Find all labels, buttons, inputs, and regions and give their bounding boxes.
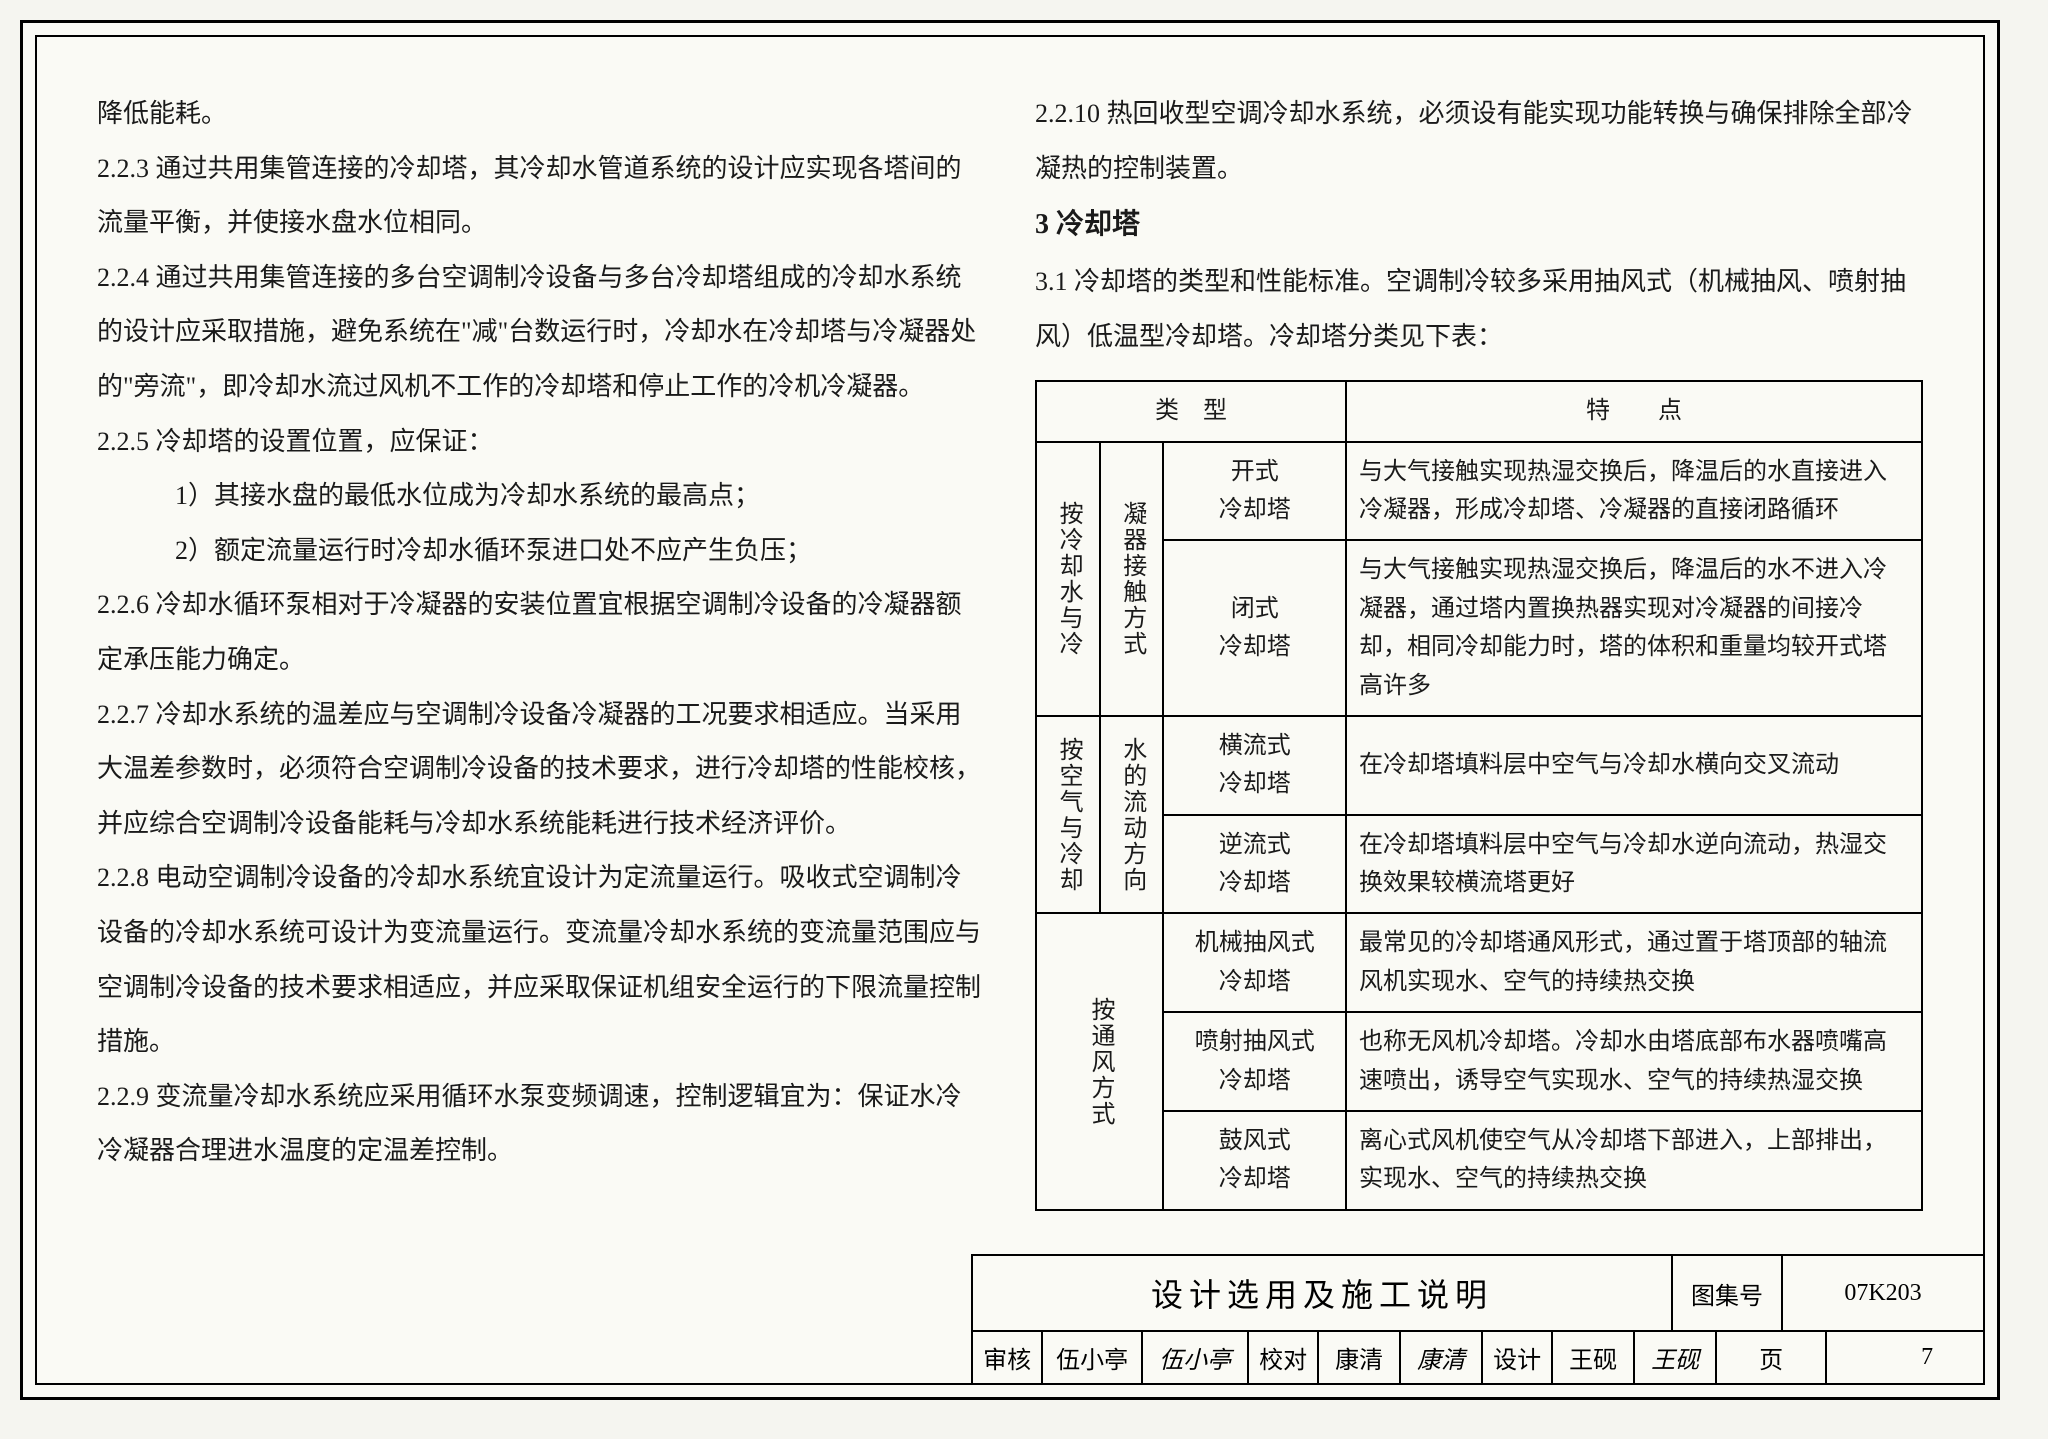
para-2-2-5-item1: 1）其接水盘的最低水位成为冷却水系统的最高点；: [97, 469, 985, 524]
row-open-type-sub: 开式冷却塔: [1163, 442, 1346, 541]
audit-label: 审核: [973, 1332, 1043, 1383]
page-label: 页: [1717, 1332, 1827, 1383]
group-label-2a: 按空气与冷却: [1036, 716, 1100, 914]
right-column: 2.2.10 热回收型空调冷却水系统，必须设有能实现功能转换与确保排除全部冷凝热…: [1035, 87, 1923, 1263]
row-counterflow-sub: 逆流式冷却塔: [1163, 815, 1346, 914]
design-label: 设计: [1483, 1332, 1553, 1383]
group-label-3: 按通风方式: [1036, 913, 1163, 1209]
row-counterflow-feat: 在冷却塔填料层中空气与冷却水逆向流动，热湿交换效果较横流塔更好: [1346, 815, 1922, 914]
para-2-2-4: 2.2.4 通过共用集管连接的多台空调制冷设备与多台冷却塔组成的冷却水系统的设计…: [97, 251, 985, 415]
para-2-2-3: 2.2.3 通过共用集管连接的冷却塔，其冷却水管道系统的设计应实现各塔间的流量平…: [97, 142, 985, 251]
row-forced-draft-feat: 离心式风机使空气从冷却塔下部进入，上部排出，实现水、空气的持续热交换: [1346, 1111, 1922, 1210]
title-block: 设计选用及施工说明 图集号 07K203 审核 伍小亭 伍小亭 校对 康清 康清…: [971, 1254, 1983, 1383]
row-mech-draft-sub: 机械抽风式冷却塔: [1163, 913, 1346, 1012]
row-crossflow-feat: 在冷却塔填料层中空气与冷却水横向交叉流动: [1346, 716, 1922, 815]
design-signature: 王砚: [1635, 1332, 1717, 1383]
row-mech-draft-feat: 最常见的冷却塔通风形式，通过置于塔顶部的轴流风机实现水、空气的持续热交换: [1346, 913, 1922, 1012]
row-forced-draft-sub: 鼓风式冷却塔: [1163, 1111, 1346, 1210]
row-open-type-feat: 与大气接触实现热湿交换后，降温后的水直接进入冷凝器，形成冷却塔、冷凝器的直接闭路…: [1346, 442, 1922, 541]
page-inner: 降低能耗。 2.2.3 通过共用集管连接的冷却塔，其冷却水管道系统的设计应实现各…: [35, 35, 1985, 1385]
group-label-1a: 按冷却水与冷: [1036, 442, 1100, 716]
sheet-title: 设计选用及施工说明: [973, 1256, 1673, 1330]
table-head-type: 类 型: [1036, 381, 1346, 441]
group-label-1b: 凝器接触方式: [1100, 442, 1164, 716]
row-closed-type-sub: 闭式冷却塔: [1163, 540, 1346, 716]
para-2-2-5-item2: 2）额定流量运行时冷却水循环泵进口处不应产生负压；: [97, 524, 985, 579]
para-2-2-8: 2.2.8 电动空调制冷设备的冷却水系统宜设计为定流量运行。吸收式空调制冷设备的…: [97, 851, 985, 1069]
collection-label: 图集号: [1673, 1256, 1783, 1330]
page-number: 7: [1827, 1332, 2027, 1383]
left-column: 降低能耗。 2.2.3 通过共用集管连接的冷却塔，其冷却水管道系统的设计应实现各…: [97, 87, 985, 1263]
row-closed-type-feat: 与大气接触实现热湿交换后，降温后的水不进入冷凝器，通过塔内置换热器实现对冷凝器的…: [1346, 540, 1922, 716]
proof-signature: 康清: [1401, 1332, 1483, 1383]
group-label-2b: 水的流动方向: [1100, 716, 1164, 914]
audit-name: 伍小亭: [1043, 1332, 1143, 1383]
page-frame: 降低能耗。 2.2.3 通过共用集管连接的冷却塔，其冷却水管道系统的设计应实现各…: [20, 20, 2000, 1400]
row-crossflow-sub: 横流式冷却塔: [1163, 716, 1346, 815]
proof-name: 康清: [1319, 1332, 1401, 1383]
para-2-2-7: 2.2.7 冷却水系统的温差应与空调制冷设备冷凝器的工况要求相适应。当采用大温差…: [97, 688, 985, 852]
heading-3: 3 冷却塔: [1035, 196, 1923, 255]
para-2-2-5: 2.2.5 冷却塔的设置位置，应保证：: [97, 415, 985, 470]
cooling-tower-type-table: 类 型 特 点 按冷却水与冷 凝器接触方式 开式冷却塔 与大气接触实现热湿交换后…: [1035, 380, 1923, 1211]
para-2-2-6: 2.2.6 冷却水循环泵相对于冷凝器的安装位置宜根据空调制冷设备的冷凝器额定承压…: [97, 578, 985, 687]
row-jet-draft-sub: 喷射抽风式冷却塔: [1163, 1012, 1346, 1111]
audit-signature: 伍小亭: [1143, 1332, 1249, 1383]
proof-label: 校对: [1249, 1332, 1319, 1383]
table-head-feature: 特 点: [1346, 381, 1922, 441]
collection-code: 07K203: [1783, 1256, 1983, 1330]
para-2-2-2-end: 降低能耗。: [97, 87, 985, 142]
content-columns: 降低能耗。 2.2.3 通过共用集管连接的冷却塔，其冷却水管道系统的设计应实现各…: [97, 87, 1923, 1263]
design-name: 王砚: [1553, 1332, 1635, 1383]
para-3-1: 3.1 冷却塔的类型和性能标准。空调制冷较多采用抽风式（机械抽风、喷射抽风）低温…: [1035, 255, 1923, 364]
para-2-2-10: 2.2.10 热回收型空调冷却水系统，必须设有能实现功能转换与确保排除全部冷凝热…: [1035, 87, 1923, 196]
row-jet-draft-feat: 也称无风机冷却塔。冷却水由塔底部布水器喷嘴高速喷出，诱导空气实现水、空气的持续热…: [1346, 1012, 1922, 1111]
para-2-2-9: 2.2.9 变流量冷却水系统应采用循环水泵变频调速，控制逻辑宜为：保证水冷冷凝器…: [97, 1070, 985, 1179]
